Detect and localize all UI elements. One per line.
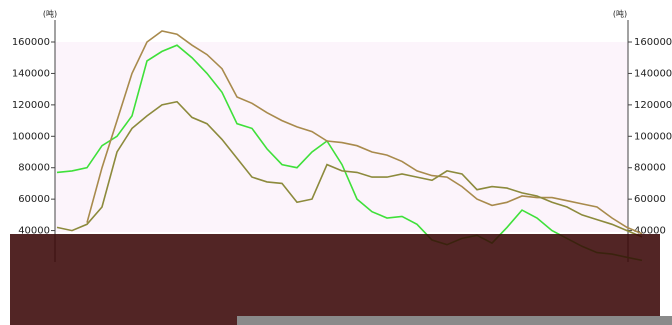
y2-tick-label: 80000 <box>634 163 666 174</box>
series-line <box>56 44 643 262</box>
y-tick-label: 40000 <box>18 226 50 237</box>
y2-tick-label: 100000 <box>634 131 672 142</box>
y2-tick-label: 40000 <box>634 226 666 237</box>
plot-background <box>55 42 628 232</box>
y-tick-label: 60000 <box>18 194 50 205</box>
y2-tick-label: 120000 <box>634 100 672 111</box>
y-axis-label: (吨) <box>43 9 57 19</box>
y-tick-label: 160000 <box>12 37 50 48</box>
y2-tick-label: 60000 <box>634 194 666 205</box>
overlay-band <box>10 234 660 325</box>
y2-axis-label: (吨) <box>613 9 627 19</box>
y2-tick-label: 140000 <box>634 68 672 79</box>
y2-tick-label: 160000 <box>634 37 672 48</box>
y-tick-label: 100000 <box>12 131 50 142</box>
y-tick-label: 80000 <box>18 163 50 174</box>
series-line <box>56 100 643 238</box>
series-line <box>86 30 643 235</box>
y-tick-label: 120000 <box>12 100 50 111</box>
y-tick-label: 140000 <box>12 68 50 79</box>
overlay-bar <box>237 316 672 325</box>
